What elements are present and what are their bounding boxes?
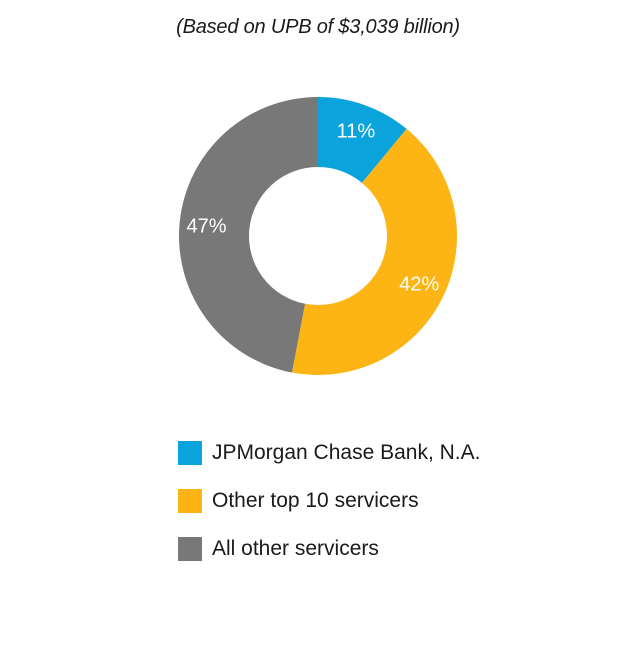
legend-swatch-other-top-10 xyxy=(178,489,202,513)
legend-label-jpmorgan: JPMorgan Chase Bank, N.A. xyxy=(212,441,481,464)
legend-swatch-jpmorgan xyxy=(178,441,202,465)
slice-jpmorgan xyxy=(318,97,407,183)
chart-subtitle: (Based on UPB of $3,039 billion) xyxy=(176,16,460,38)
slice-all-other xyxy=(178,97,318,373)
data-label-jpmorgan: 11% xyxy=(337,121,376,143)
slice-other-top-10 xyxy=(291,128,457,375)
data-label-all-other: 47% xyxy=(186,216,226,238)
legend-label-other-top-10: Other top 10 servicers xyxy=(212,489,419,512)
chart-legend: JPMorgan Chase Bank, N.A. Other top 10 s… xyxy=(178,440,480,584)
legend-label-all-other: All other servicers xyxy=(212,537,379,560)
legend-item-other-top-10: Other top 10 servicers xyxy=(178,488,480,514)
legend-swatch-all-other xyxy=(178,537,202,561)
legend-item-all-other: All other servicers xyxy=(178,536,480,562)
data-label-other-top-10: 42% xyxy=(399,274,439,296)
legend-item-jpmorgan: JPMorgan Chase Bank, N.A. xyxy=(178,440,480,466)
